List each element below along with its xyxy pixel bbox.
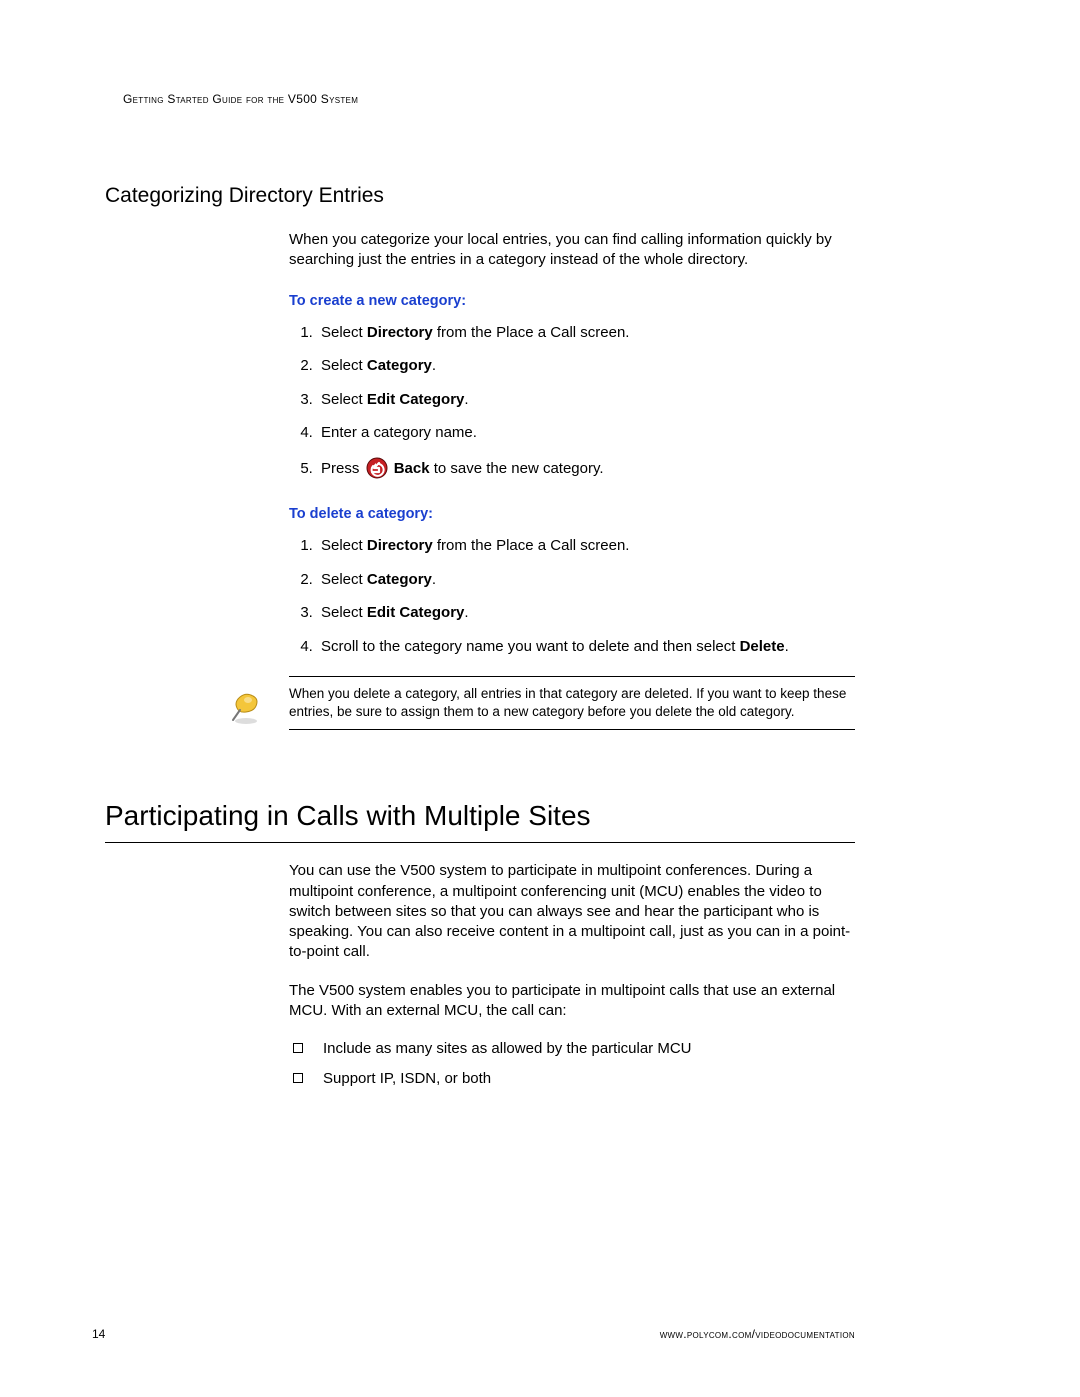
page-number: 14	[92, 1327, 105, 1341]
step-item: Select Edit Category.	[317, 390, 855, 410]
pushpin-icon	[225, 684, 267, 726]
step-item: Enter a category name.	[317, 423, 855, 443]
multipoint-p2: The V500 system enables you to participa…	[289, 981, 855, 1022]
footer-url: www.polycom.com/videodocumentation	[660, 1327, 855, 1341]
step-item: Select Edit Category.	[317, 603, 855, 623]
delete-steps-list: Select Directory from the Place a Call s…	[289, 536, 855, 656]
back-button-icon	[366, 457, 388, 485]
note-block: When you delete a category, all entries …	[225, 676, 855, 730]
procedure-heading-create: To create a new category:	[289, 293, 855, 309]
step-item: Scroll to the category name you want to …	[317, 637, 855, 657]
create-steps-list: Select Directory from the Place a Call s…	[289, 323, 855, 485]
note-text: When you delete a category, all entries …	[289, 676, 855, 730]
bullet-item: Support IP, ISDN, or both	[293, 1069, 855, 1089]
step-item: Select Directory from the Place a Call s…	[317, 536, 855, 556]
section-heading-categorizing: Categorizing Directory Entries	[105, 184, 855, 208]
procedure-heading-delete: To delete a category:	[289, 506, 855, 522]
step-item: Press Back to save the new category.	[317, 457, 855, 485]
multipoint-bullets: Include as many sites as allowed by the …	[289, 1039, 855, 1090]
step-item: Select Directory from the Place a Call s…	[317, 323, 855, 343]
step-item: Select Category.	[317, 356, 855, 376]
intro-paragraph: When you categorize your local entries, …	[289, 230, 855, 271]
step-item: Select Category.	[317, 570, 855, 590]
bullet-item: Include as many sites as allowed by the …	[293, 1039, 855, 1059]
multipoint-p1: You can use the V500 system to participa…	[289, 861, 855, 962]
running-header: Getting Started Guide for the V500 Syste…	[123, 92, 855, 106]
section-heading-multipoint: Participating in Calls with Multiple Sit…	[105, 800, 855, 843]
